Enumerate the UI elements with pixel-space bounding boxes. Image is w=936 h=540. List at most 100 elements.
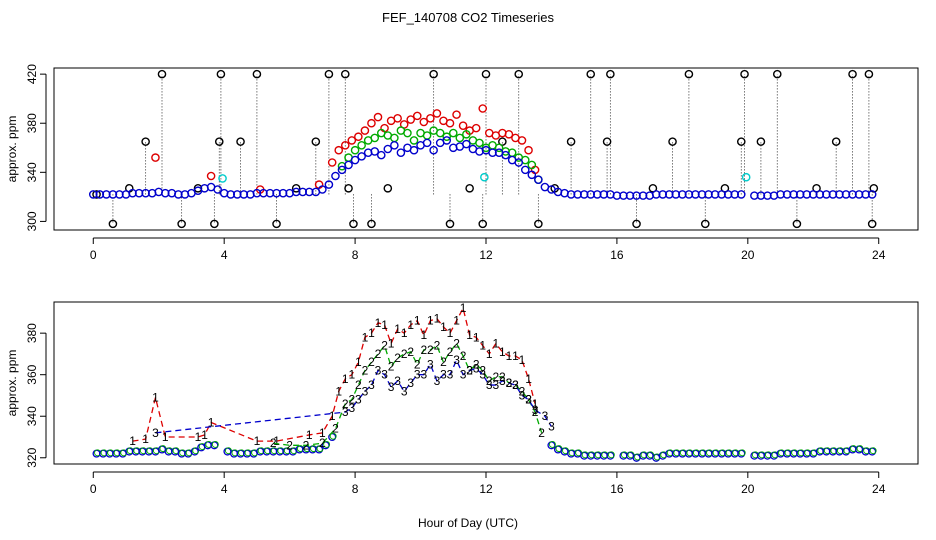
point-black bbox=[340, 69, 350, 79]
point-circle-green bbox=[192, 447, 200, 455]
y-tick-label: 380 bbox=[25, 323, 39, 343]
point-blue bbox=[534, 175, 543, 184]
series-marker-3: 3 bbox=[375, 364, 382, 378]
point-circle-green bbox=[706, 449, 713, 457]
x-tick-label: 4 bbox=[221, 248, 228, 262]
point-circle-green bbox=[732, 449, 740, 457]
series-marker-1: 1 bbox=[129, 434, 136, 448]
point-circle-green bbox=[549, 441, 556, 448]
point-black bbox=[566, 137, 576, 146]
point-green bbox=[403, 128, 412, 138]
point-black bbox=[272, 219, 281, 229]
x-tick-label: 20 bbox=[741, 482, 755, 496]
point-circle-green bbox=[653, 453, 661, 461]
series-marker-2: 2 bbox=[303, 438, 310, 452]
point-red bbox=[406, 115, 416, 124]
series-marker-3: 3 bbox=[348, 401, 355, 415]
point-black bbox=[92, 190, 101, 199]
point-black bbox=[478, 219, 488, 229]
point-circle-green bbox=[817, 447, 825, 455]
point-circle-green bbox=[666, 449, 674, 457]
series-marker-2: 2 bbox=[375, 347, 382, 361]
series-marker-3: 3 bbox=[414, 368, 421, 382]
point-blue bbox=[318, 185, 327, 194]
series-marker-1: 1 bbox=[142, 432, 149, 446]
point-circle-green bbox=[771, 451, 779, 459]
point-circle-green bbox=[100, 449, 108, 457]
series-marker-3: 3 bbox=[440, 368, 447, 382]
point-red bbox=[471, 123, 481, 133]
series-marker-1: 1 bbox=[368, 326, 375, 340]
point-circle-green bbox=[738, 449, 746, 457]
series-marker-1: 1 bbox=[201, 428, 208, 442]
point-circle-green bbox=[607, 451, 615, 459]
top-plot-frame bbox=[53, 67, 919, 231]
series-marker-1: 1 bbox=[460, 301, 467, 315]
point-red bbox=[426, 114, 435, 123]
point-blue bbox=[370, 147, 380, 156]
y-tick-label: 300 bbox=[25, 211, 39, 231]
series-marker-3: 3 bbox=[525, 393, 532, 407]
point-green bbox=[409, 136, 419, 145]
point-circle-green bbox=[264, 447, 272, 455]
series-marker-3: 3 bbox=[394, 374, 401, 388]
point-red bbox=[334, 145, 344, 155]
bottom-y-axis: 320 340 360 380 bbox=[25, 323, 47, 468]
point-circle-green bbox=[719, 449, 727, 457]
point-circle-green bbox=[238, 449, 245, 457]
point-circle-green bbox=[758, 451, 766, 459]
point-circle-green bbox=[588, 451, 596, 459]
point-black bbox=[252, 69, 262, 79]
point-circle-green bbox=[568, 449, 576, 457]
bottom-x-axis: 0 4 8 12 16 20 24 bbox=[90, 471, 886, 496]
series-marker-1: 1 bbox=[486, 347, 493, 361]
series-marker-3: 3 bbox=[542, 409, 549, 423]
point-blue bbox=[409, 145, 419, 155]
x-tick-label: 24 bbox=[872, 248, 886, 262]
point-circle-green bbox=[329, 432, 337, 440]
series-marker-3: 3 bbox=[355, 393, 362, 407]
series-marker-1: 1 bbox=[335, 384, 342, 398]
series-marker-2: 2 bbox=[348, 393, 355, 407]
series-marker-1: 1 bbox=[414, 314, 421, 328]
series-marker-2: 2 bbox=[342, 397, 349, 411]
x-tick-label: 16 bbox=[610, 248, 624, 262]
point-circle-green bbox=[850, 445, 857, 453]
point-circle-green bbox=[94, 449, 101, 457]
series-marker-3: 3 bbox=[499, 374, 506, 388]
point-red bbox=[340, 141, 350, 150]
point-circle-green bbox=[139, 447, 147, 455]
series-marker-1: 1 bbox=[427, 314, 434, 328]
point-red bbox=[360, 126, 370, 135]
point-circle-green bbox=[205, 441, 213, 448]
series-marker-1: 1 bbox=[512, 349, 519, 363]
series-marker-1: 1 bbox=[420, 328, 427, 342]
series-marker-2: 2 bbox=[401, 347, 408, 361]
series-marker-2: 2 bbox=[499, 370, 506, 384]
series-marker-3: 3 bbox=[447, 368, 454, 382]
point-red bbox=[524, 145, 533, 155]
series-marker-1: 1 bbox=[519, 353, 526, 367]
series-marker-2: 2 bbox=[453, 337, 460, 351]
series-marker-2: 2 bbox=[362, 364, 369, 378]
series-marker-2: 2 bbox=[420, 343, 427, 357]
series-marker-2: 2 bbox=[319, 436, 326, 450]
point-blue bbox=[213, 185, 222, 194]
point-red bbox=[478, 104, 488, 113]
point-black bbox=[869, 183, 879, 193]
series-marker-3: 3 bbox=[473, 361, 480, 375]
series-marker-2: 2 bbox=[414, 357, 421, 371]
series-marker-1: 1 bbox=[453, 314, 460, 328]
series-marker-2: 2 bbox=[532, 405, 539, 419]
point-circle-green bbox=[601, 451, 609, 459]
point-circle-green bbox=[120, 449, 128, 457]
point-circle-green bbox=[126, 447, 134, 455]
point-blue bbox=[867, 190, 877, 199]
series-marker-3: 3 bbox=[388, 380, 395, 394]
point-green bbox=[455, 133, 465, 143]
point-green bbox=[462, 129, 471, 139]
point-black bbox=[383, 183, 393, 193]
point-black bbox=[216, 69, 226, 79]
point-red bbox=[517, 136, 527, 145]
